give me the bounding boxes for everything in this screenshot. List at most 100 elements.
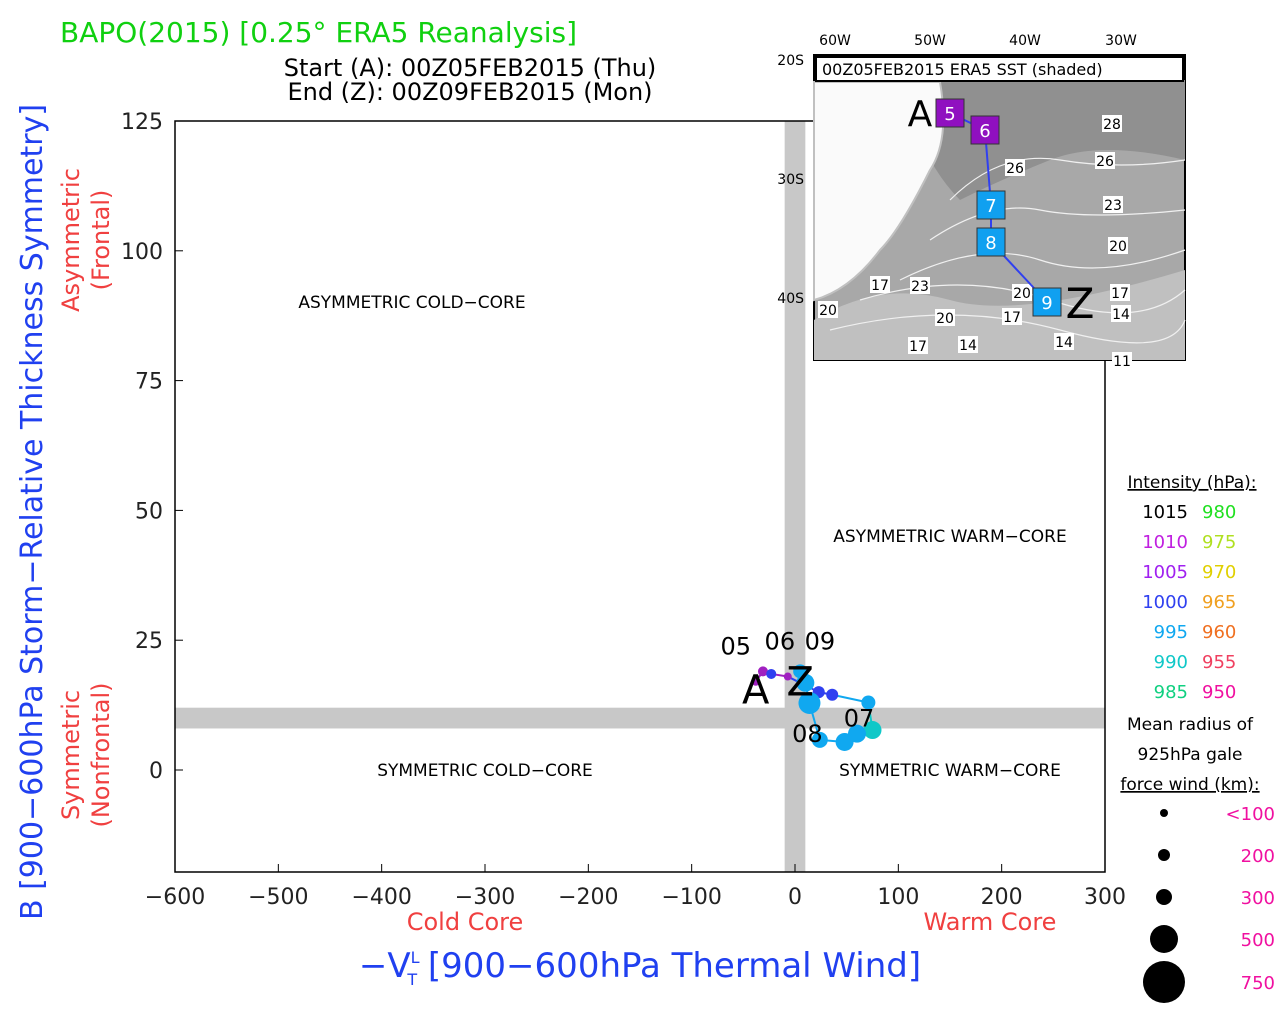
contour-label: 28	[1103, 117, 1121, 133]
y-tick-label: 125	[121, 110, 163, 135]
start-marker: A	[742, 668, 770, 714]
legend-pressure: 1015	[1142, 502, 1188, 523]
lat-label: 30S	[777, 172, 804, 188]
contour-label-bg	[1102, 115, 1122, 132]
x-tick-label: 300	[1084, 885, 1126, 910]
legend-radius-label: 500	[1241, 930, 1275, 951]
x-axis-label: −VL T [900−600hPa Thermal Wind]	[359, 946, 921, 989]
contour-label: 20	[936, 311, 954, 327]
quadrant-asymmetric-warm-core: ASYMMETRIC WARM−CORE	[833, 527, 1066, 547]
x-tick-label: 0	[788, 885, 802, 910]
legend-pressure: 950	[1202, 682, 1236, 703]
inset-title-box	[815, 56, 1184, 82]
inset-track-label: 7	[985, 196, 996, 217]
quadrant-asymmetric-cold-core: ASYMMETRIC COLD−CORE	[298, 293, 525, 313]
contour-label: 17	[1003, 310, 1021, 326]
inset-track-box	[935, 98, 965, 128]
x-tick-label: −400	[351, 885, 411, 910]
legend-radius-dot	[1158, 849, 1170, 861]
legend-radius-dot	[1150, 925, 1178, 953]
contour-label: 23	[1104, 198, 1122, 214]
track-point	[783, 672, 792, 681]
contour-label-bg	[958, 336, 978, 353]
legend-radius-dot	[1156, 889, 1172, 905]
day-label: 06	[765, 628, 796, 656]
inset-start-marker: A	[908, 94, 933, 135]
track-point	[861, 695, 876, 710]
legend-pressure: 1005	[1142, 562, 1188, 583]
contour-label: 14	[1055, 335, 1073, 351]
contour-label-bg	[1103, 196, 1123, 213]
x-tick-label: 100	[877, 885, 919, 910]
track-point	[793, 664, 808, 679]
legend-pressure: 960	[1202, 622, 1236, 643]
legend-radius-title: Mean radius of	[1127, 715, 1254, 735]
lon-label: 30W	[1105, 33, 1137, 49]
track-point	[798, 692, 821, 715]
legend-pressure: 1000	[1142, 592, 1188, 613]
x-tick-label: −100	[661, 885, 721, 910]
x-tick-label: −600	[145, 885, 205, 910]
x-tick-label: 200	[981, 885, 1023, 910]
x-tick-label: −200	[558, 885, 618, 910]
symmetric-label: Symmetric	[57, 690, 85, 820]
legend-pressure: 975	[1202, 532, 1236, 553]
inset-track-box	[976, 190, 1006, 220]
contour-label: 17	[1111, 286, 1129, 302]
sst-contour	[829, 314, 1186, 344]
end-marker: Z	[786, 659, 813, 705]
contour-label-bg	[908, 337, 928, 354]
legend-pressure: 970	[1202, 562, 1236, 583]
track-point	[811, 731, 828, 748]
contour-label: 26	[1006, 161, 1024, 177]
inset-track-box	[976, 227, 1006, 257]
lon-label: 40W	[1009, 33, 1041, 49]
lat-label: 40S	[777, 291, 804, 307]
inset-track-label: 9	[1041, 293, 1052, 314]
y-tick-label: 25	[135, 629, 163, 654]
x-tick-label: −300	[455, 885, 515, 910]
end-label: End (Z): 00Z09FEB2015 (Mon)	[287, 78, 652, 106]
contour-label-bg	[1002, 308, 1022, 325]
asymmetric-label: (Frontal)	[87, 190, 115, 291]
legend-pressure: 1010	[1142, 532, 1188, 553]
inset-track-box	[970, 115, 1000, 145]
contour-label: 14	[1112, 307, 1130, 323]
day-label: 07	[844, 704, 875, 732]
chart-title: BAPO(2015) [0.25° ERA5 Reanalysis]	[60, 16, 577, 49]
sst-contour	[899, 249, 1186, 281]
contour-label-bg	[818, 301, 838, 318]
legend-radius-label: <100	[1226, 804, 1275, 825]
contour-label-bg	[935, 309, 955, 326]
y-tick-label: 0	[149, 759, 163, 784]
inset-track-label: 5	[944, 104, 955, 125]
y-axis-label: B [900−600hPa Storm−Relative Thickness S…	[15, 104, 50, 920]
inset-map: 00Z05FEB2015 ERA5 SST (shaded) 60W 50W 40W 3…	[777, 33, 1186, 370]
contour-label: 20	[1109, 239, 1127, 255]
legend-radius-label: 200	[1241, 846, 1275, 867]
legend-pressure: 980	[1202, 502, 1236, 523]
legend-pressure: 955	[1202, 652, 1236, 673]
track-point	[835, 732, 854, 751]
legend-pressure: 990	[1154, 652, 1188, 673]
contour-label-bg	[1054, 333, 1074, 350]
contour-label: 23	[911, 279, 929, 295]
y-tick-label: 75	[135, 370, 163, 395]
legend-pressure: 965	[1202, 592, 1236, 613]
legend-radius-label: 300	[1241, 888, 1275, 909]
sst-shade-warm	[900, 80, 1185, 200]
contour-label: 11	[1113, 354, 1131, 370]
track-point	[863, 721, 882, 740]
legend-title: Intensity (hPa):	[1127, 473, 1256, 493]
quadrant-symmetric-cold-core: SYMMETRIC COLD−CORE	[377, 761, 593, 781]
inset-title: 00Z05FEB2015 ERA5 SST (shaded)	[822, 60, 1103, 79]
contour-label-bg	[1111, 305, 1131, 322]
legend-radius-dot	[1160, 809, 1168, 817]
contour-label: 17	[909, 339, 927, 355]
cold-core-label: Cold Core	[407, 908, 524, 936]
sst-contour	[929, 207, 1186, 241]
lon-label: 50W	[914, 33, 946, 49]
contour-label-bg	[1112, 352, 1132, 369]
contour-label-bg	[1110, 284, 1130, 301]
contour-label: 20	[1013, 286, 1031, 302]
